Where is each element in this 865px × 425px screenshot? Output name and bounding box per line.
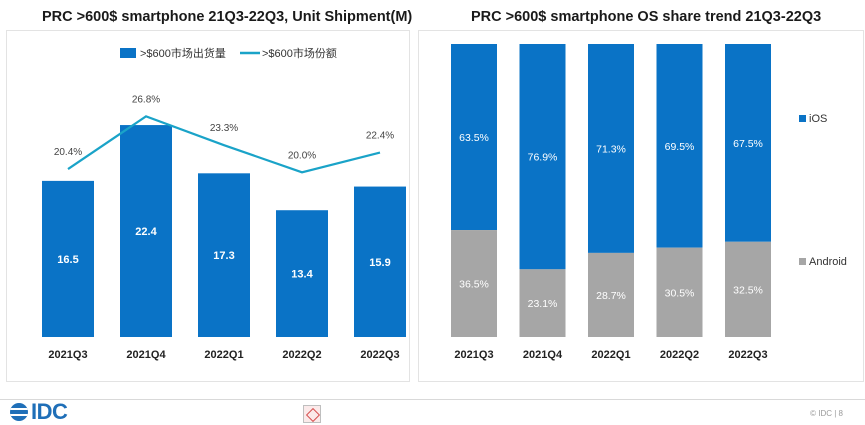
ios-share-label: 71.3% [596, 143, 626, 155]
share-line [67, 115, 381, 174]
share-point-label: 20.0% [288, 150, 316, 161]
shipment-bar-label: 17.3 [213, 250, 234, 262]
ios-share-label: 69.5% [665, 141, 695, 153]
legend-android-label: Android [809, 256, 847, 268]
android-share-label: 28.7% [596, 290, 626, 302]
android-share-label: 23.1% [528, 298, 558, 310]
android-share-bar [725, 241, 771, 337]
os-share-chart: 63.5% 36.5% 76.9% 23.1% 71.3% 28.7% 69.5% 30.5%… [451, 44, 847, 361]
shipment-bar-label: 22.4 [135, 226, 157, 238]
legend-android-swatch [799, 258, 806, 265]
legend-bar-swatch [120, 48, 136, 58]
android-share-label: 32.5% [733, 284, 763, 296]
shipment-bar-label: 13.4 [291, 269, 313, 281]
ios-share-bar [725, 44, 771, 242]
category-tick-label: 2022Q3 [360, 349, 399, 361]
left-chart-frame [6, 30, 410, 382]
ios-share-bar [656, 44, 703, 248]
shipment-chart: >$600市场出货量 >$600市场份额 16.5 22.4 17.3 13.4 15.… [42, 46, 406, 361]
android-share-bar [656, 247, 703, 337]
category-tick-label: 2022Q2 [660, 349, 699, 361]
share-point-label: 26.8% [132, 94, 160, 105]
legend-line-label: >$600市场份额 [262, 46, 337, 60]
share-point-label: 22.4% [366, 131, 394, 142]
legend-bar-label: >$600市场出货量 [140, 46, 226, 60]
ios-share-label: 76.9% [528, 152, 558, 164]
ios-share-bar [519, 44, 566, 270]
category-tick-label: 2021Q4 [523, 349, 563, 361]
category-tick-label: 2022Q1 [591, 349, 630, 361]
shipment-bar [276, 210, 328, 337]
shipment-bar [120, 125, 172, 337]
ios-share-bar [588, 44, 634, 253]
shipment-bar [354, 186, 406, 337]
ios-share-bar [451, 44, 497, 231]
right-chart-frame [418, 30, 864, 382]
shipment-bar-label: 16.5 [57, 254, 78, 266]
image-thumbnail-icon[interactable] [303, 405, 321, 423]
category-tick-label: 2021Q3 [454, 349, 493, 361]
legend-ios-swatch [799, 115, 806, 122]
idc-globe-icon [10, 403, 28, 421]
category-tick-label: 2022Q2 [282, 349, 321, 361]
idc-logo-text: IDC [31, 399, 68, 424]
shipment-bar-label: 15.9 [369, 257, 390, 269]
shipment-bar [198, 173, 250, 337]
android-share-label: 30.5% [665, 287, 695, 299]
category-tick-label: 2022Q3 [728, 349, 767, 361]
left-chart-title: PRC >600$ smartphone 21Q3-22Q3, Unit Shi… [42, 9, 413, 25]
android-share-label: 36.5% [459, 279, 489, 291]
idc-logo: IDC [10, 399, 68, 425]
copyright-text: © IDC | 8 [810, 409, 843, 418]
category-tick-label: 2021Q3 [48, 349, 87, 361]
ios-share-label: 63.5% [459, 132, 489, 144]
category-tick-label: 2022Q1 [204, 349, 243, 361]
share-point-label: 23.3% [210, 123, 238, 134]
category-tick-label: 2021Q4 [126, 349, 166, 361]
footer-divider [0, 399, 865, 400]
right-chart-title: PRC >600$ smartphone OS share trend 21Q3… [471, 9, 822, 25]
android-share-bar [519, 269, 566, 337]
ios-share-label: 67.5% [733, 138, 763, 150]
share-point-label: 20.4% [54, 147, 82, 158]
legend-ios-label: iOS [809, 113, 827, 125]
android-share-bar [588, 252, 634, 337]
shipment-bar [42, 180, 94, 337]
android-share-bar [451, 230, 497, 337]
